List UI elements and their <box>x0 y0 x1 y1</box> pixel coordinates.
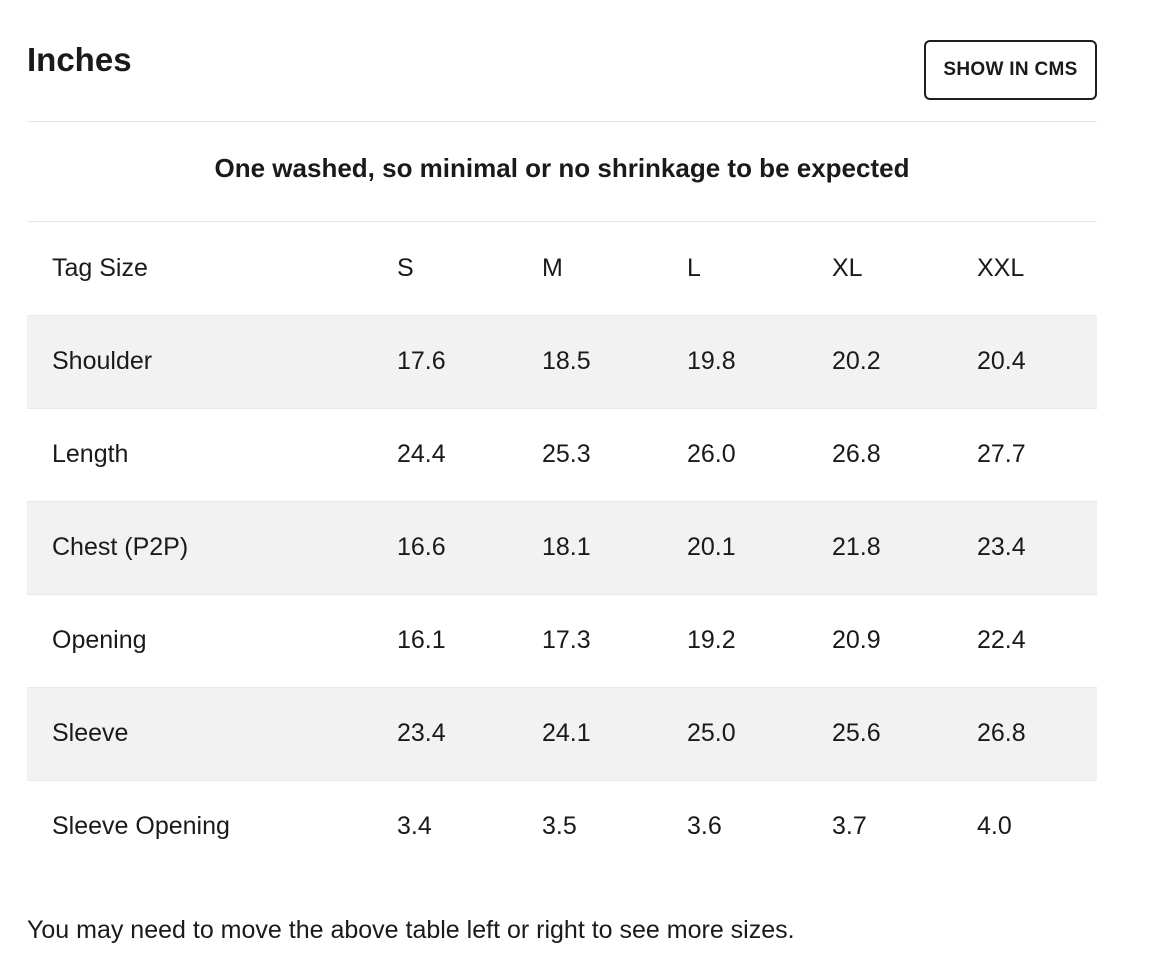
table-cell: 21.8 <box>832 533 881 561</box>
row-label: Shoulder <box>52 347 153 375</box>
row-label: Sleeve <box>52 719 129 747</box>
table-cell: 20.9 <box>832 626 881 654</box>
table-row: Chest (P2P) 16.6 18.1 20.1 21.8 23.4 <box>27 501 1097 594</box>
row-label: Opening <box>52 626 147 654</box>
table-cell: 3.7 <box>832 812 867 841</box>
table-cell: 20.1 <box>687 533 736 561</box>
column-header: XL <box>832 253 863 282</box>
table-cell: 26.0 <box>687 440 736 468</box>
table-row: Opening 16.1 17.3 19.2 20.9 22.4 <box>27 594 1097 687</box>
table-cell: 26.8 <box>977 719 1026 747</box>
table-cell: 27.7 <box>977 440 1026 468</box>
table-cell: 25.6 <box>832 719 881 747</box>
table-cell: 16.1 <box>397 626 446 654</box>
column-header: M <box>542 253 563 282</box>
table-header-row: Tag Size S M L XL XXL <box>27 222 1097 315</box>
table-cell: 3.4 <box>397 812 432 841</box>
table-cell: 24.4 <box>397 440 446 468</box>
table-cell: 25.3 <box>542 440 591 468</box>
section-header: Inches SHOW IN CMS <box>27 30 1097 102</box>
column-header: L <box>687 253 701 282</box>
row-label: Chest (P2P) <box>52 533 189 561</box>
table-cell: 3.5 <box>542 812 577 841</box>
table-row: Shoulder 17.6 18.5 19.8 20.2 20.4 <box>27 315 1097 408</box>
table-cell: 17.6 <box>397 347 446 375</box>
table-cell: 4.0 <box>977 812 1012 841</box>
table-cell: 23.4 <box>397 719 446 747</box>
table-cell: 20.4 <box>977 347 1026 375</box>
divider <box>27 221 1097 222</box>
column-header: S <box>397 253 414 282</box>
table-cell: 18.5 <box>542 347 591 375</box>
table-cell: 23.4 <box>977 533 1026 561</box>
table-row: Length 24.4 25.3 26.0 26.8 27.7 <box>27 408 1097 501</box>
unit-title: Inches <box>27 41 132 78</box>
table-cell: 26.8 <box>832 440 881 468</box>
table-cell: 19.8 <box>687 347 736 375</box>
table-row: Sleeve 23.4 24.1 25.0 25.6 26.8 <box>27 687 1097 780</box>
table-cell: 17.3 <box>542 626 591 654</box>
table-cell: 24.1 <box>542 719 591 747</box>
table-cell: 20.2 <box>832 347 881 375</box>
shrinkage-note: One washed, so minimal or no shrinkage t… <box>214 153 910 183</box>
table-cell: 16.6 <box>397 533 446 561</box>
table-cell: 18.1 <box>542 533 591 561</box>
divider <box>27 121 1097 122</box>
row-label: Sleeve Opening <box>52 812 230 841</box>
scroll-hint: You may need to move the above table lef… <box>27 916 795 944</box>
row-label: Length <box>52 440 129 468</box>
size-chart-table[interactable]: Tag Size S M L XL XXL Shoulder 17.6 18.5… <box>27 222 1097 873</box>
column-header: Tag Size <box>52 253 148 282</box>
show-in-cms-button[interactable]: SHOW IN CMS <box>924 40 1097 100</box>
table-row: Sleeve Opening 3.4 3.5 3.6 3.7 4.0 <box>27 780 1097 873</box>
table-cell: 19.2 <box>687 626 736 654</box>
column-header: XXL <box>977 253 1025 282</box>
table-cell: 25.0 <box>687 719 736 747</box>
table-cell: 22.4 <box>977 626 1026 654</box>
table-cell: 3.6 <box>687 812 722 841</box>
